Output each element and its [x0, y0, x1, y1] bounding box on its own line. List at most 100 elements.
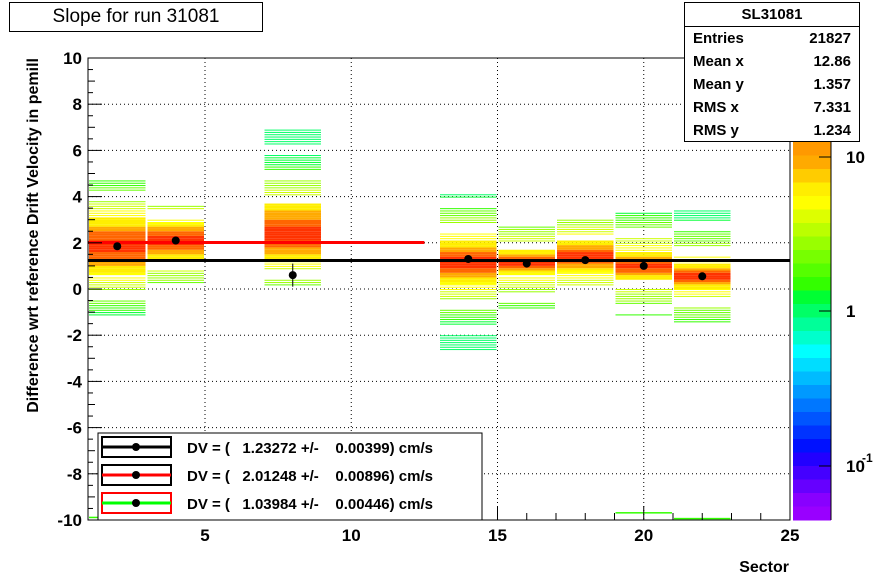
heatmap-bin — [264, 249, 321, 253]
heatmap-bin — [440, 235, 497, 237]
heatmap-bin — [440, 298, 497, 300]
heatmap-bin — [557, 219, 614, 221]
color-scale-segment — [793, 344, 831, 359]
color-scale-label: 1 — [846, 302, 855, 321]
heatmap-bin — [264, 222, 321, 225]
profile-points — [113, 236, 707, 287]
heatmap-bin — [498, 272, 555, 276]
stats-row: RMS x 7.331 — [685, 96, 859, 119]
heatmap-bin — [557, 233, 614, 235]
heatmap-bin — [147, 275, 204, 277]
heatmap-bin — [147, 277, 204, 279]
heatmap-bin — [440, 240, 497, 243]
heatmap-bin — [147, 256, 204, 259]
heatmap-bin — [440, 270, 497, 273]
profile-point — [581, 256, 590, 265]
heatmap-bin — [440, 337, 497, 339]
heatmap-bin — [89, 256, 146, 259]
heatmap-bin — [674, 312, 731, 314]
heatmap-bin — [89, 205, 146, 207]
heatmap-bin — [557, 263, 614, 266]
stats-value: 21827 — [809, 30, 851, 47]
heatmap-bin — [615, 212, 672, 214]
color-scale-exponent: -1 — [862, 451, 873, 465]
heatmap-bin — [264, 131, 321, 133]
heatmap-bin — [557, 268, 614, 271]
heatmap-bin — [89, 203, 146, 205]
heatmap-bin — [674, 321, 731, 323]
heatmap-bin — [440, 272, 497, 276]
heatmap-bin — [89, 286, 146, 288]
heatmap-bin — [264, 233, 321, 236]
heatmap-bin — [89, 305, 146, 307]
heatmap-bin — [615, 242, 672, 244]
heatmap-bin — [498, 233, 555, 235]
heatmap-bin — [440, 346, 497, 348]
color-scale-segment — [793, 236, 831, 251]
heatmap-bin — [264, 210, 321, 213]
heatmap-bin — [89, 314, 146, 316]
color-scale-segment — [793, 155, 831, 170]
heatmap-bin — [89, 277, 146, 279]
heatmap-bin — [440, 286, 497, 288]
heatmap-bin — [440, 339, 497, 341]
heatmap-bin — [615, 293, 672, 295]
y-tick-label: -10 — [57, 511, 82, 530]
heatmap-bin — [615, 217, 672, 219]
profile-point — [171, 236, 180, 245]
heatmap-bin — [264, 185, 321, 187]
heatmap-bin — [674, 231, 731, 233]
heatmap-bin — [498, 268, 555, 271]
heatmap-bin — [89, 263, 146, 266]
heatmap-bin — [498, 305, 555, 307]
heatmap-bin — [264, 191, 321, 193]
heatmap-bin — [264, 138, 321, 140]
heatmap-bin — [557, 245, 614, 248]
heatmap-bin — [89, 233, 146, 236]
heatmap-bin — [147, 233, 204, 236]
heatmap-bin — [89, 226, 146, 229]
y-tick-label: 2 — [73, 234, 82, 253]
heatmap-bin — [557, 252, 614, 255]
heatmap-bin — [440, 215, 497, 217]
heatmap-bin — [89, 249, 146, 253]
heatmap-bin — [89, 312, 146, 314]
heatmap-bin — [147, 205, 204, 207]
y-tick-label: -8 — [67, 465, 82, 484]
heatmap-bin — [264, 217, 321, 220]
heatmap-bin — [264, 224, 321, 227]
color-scale-segment — [793, 412, 831, 426]
heatmap-bin — [147, 272, 204, 274]
heatmap-bin — [147, 270, 204, 272]
color-scale-segment — [793, 304, 831, 318]
color-scale-segment — [793, 466, 831, 480]
heatmap-bin — [674, 319, 731, 321]
heatmap-bin — [674, 235, 731, 237]
heatmap-bin — [440, 245, 497, 248]
heatmap-bin — [674, 289, 731, 290]
heatmap-bin — [440, 196, 497, 198]
color-scale-segment — [793, 452, 831, 467]
heatmap-bin — [615, 302, 672, 304]
y-tick-label: -4 — [67, 372, 83, 391]
stats-value: 12.86 — [813, 53, 851, 70]
heatmap-bin — [440, 279, 497, 283]
legend-label: DV = ( 1.23272 +/- 0.00399) cm/s — [187, 440, 433, 457]
color-scale-segment — [793, 196, 831, 210]
x-tick-label: 15 — [488, 526, 507, 545]
heatmap-bin — [264, 208, 321, 211]
color-scale-segment — [793, 385, 831, 399]
heatmap-bin — [147, 222, 204, 225]
heatmap-bin — [440, 295, 497, 297]
heatmap-bin — [147, 226, 204, 229]
heatmap-bin — [89, 254, 146, 257]
heatmap-bin — [264, 238, 321, 241]
heatmap-bin — [147, 249, 204, 253]
heatmap-bin — [264, 159, 321, 161]
heatmap-bin — [498, 289, 555, 290]
heatmap-bin — [440, 208, 497, 210]
profile-point — [522, 259, 531, 268]
heatmap-bin — [264, 245, 321, 248]
y-tick-label: -2 — [67, 326, 82, 345]
